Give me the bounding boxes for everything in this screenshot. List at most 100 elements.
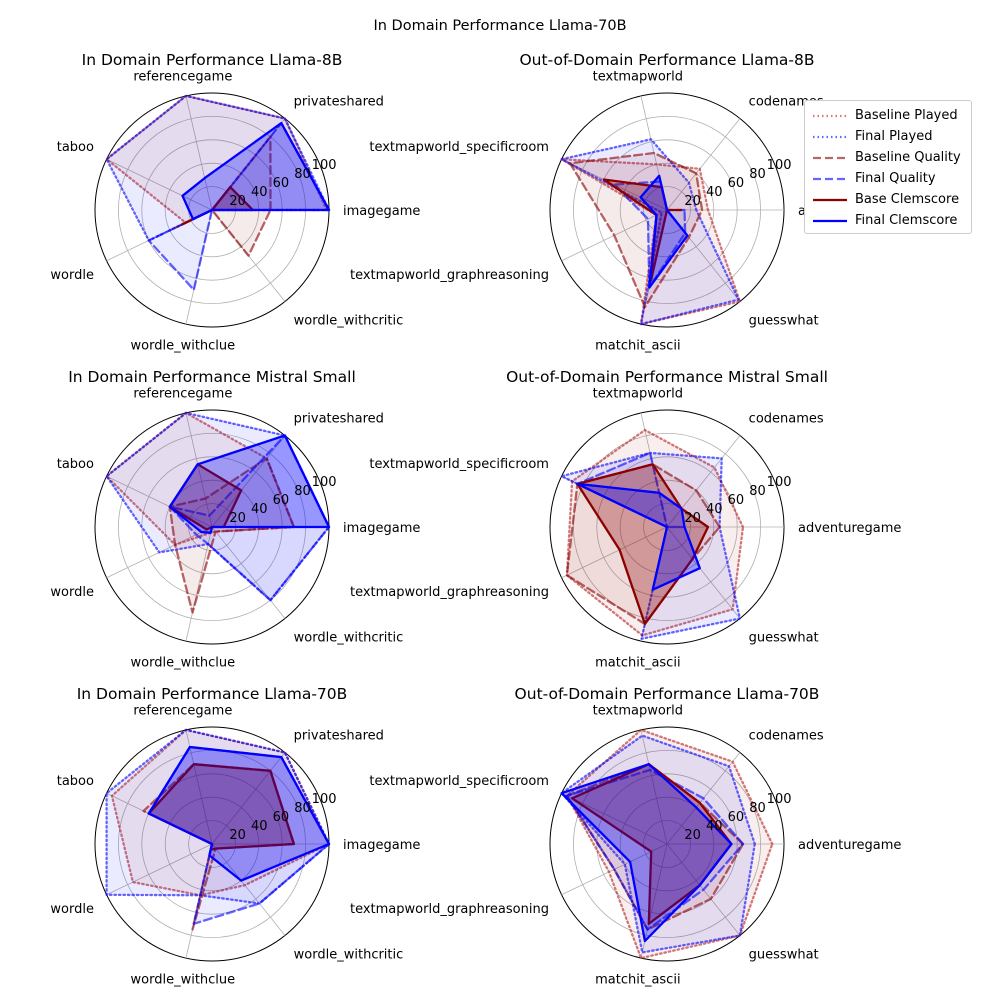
series-area-final-quality (169, 435, 329, 601)
radial-tick-label: 20 (684, 828, 701, 843)
angular-gridline (640, 729, 668, 845)
radial-tick-label: 80 (294, 167, 311, 182)
series-line-final-played (105, 728, 331, 905)
legend-swatch-icon (813, 114, 847, 117)
legend-item: Final Played (805, 126, 971, 147)
category-label: textmapworld_graphreasoning (350, 268, 549, 283)
angular-gridline (185, 526, 213, 642)
category-label: taboo (57, 774, 94, 789)
legend-item: Base Clemscore (805, 189, 971, 210)
category-label: wordle_withclue (131, 656, 236, 671)
angular-gridline (185, 412, 213, 528)
angular-gridline (185, 95, 213, 211)
radial-tick-label: 60 (273, 176, 290, 191)
category-label: privateshared (294, 412, 384, 427)
series-area-base-clemscore (603, 179, 681, 281)
radial-tick-label: 80 (749, 167, 766, 182)
category-label: privateshared (294, 95, 384, 110)
category-label: wordle (50, 902, 94, 917)
category-label: imagegame (343, 521, 420, 536)
category-label: wordle_withclue (131, 339, 236, 354)
category-label: wordle_withcritic (294, 630, 404, 645)
category-label: textmapworld_graphreasoning (350, 585, 549, 600)
category-label: matchit_ascii (595, 339, 680, 354)
radial-tick-label: 100 (312, 792, 337, 807)
category-label: textmapworld_graphreasoning (350, 902, 549, 917)
series-area-baseline-played (106, 412, 294, 545)
category-label: textmapworld (593, 703, 683, 718)
series-area-baseline-played (561, 159, 740, 325)
category-label: guesswhat (749, 313, 819, 328)
series-area-baseline-played (111, 729, 330, 896)
series-line-base-clemscore (570, 763, 733, 925)
radial-tick-label: 100 (767, 475, 792, 490)
series-area-baseline-quality (143, 764, 294, 930)
angular-gridline (106, 475, 213, 528)
legend-item: Baseline Played (805, 105, 971, 126)
category-label: privateshared (294, 729, 384, 744)
category-label: guesswhat (749, 947, 819, 962)
series-line-final-clemscore (168, 434, 331, 534)
series-line-base-clemscore (576, 463, 710, 626)
radial-tick-label: 100 (312, 158, 337, 173)
angular-gridline (185, 729, 213, 845)
angular-gridline (666, 118, 741, 211)
radial-tick-label: 80 (294, 484, 311, 499)
category-label: taboo (57, 457, 94, 472)
angular-gridline (561, 526, 668, 579)
category-label: guesswhat (749, 630, 819, 645)
series-area-baseline-played (566, 430, 743, 636)
radial-tick-label: 40 (251, 819, 268, 834)
category-label: taboo (57, 140, 94, 155)
series-line-baseline-played (560, 158, 742, 326)
legend-label: Final Played (855, 129, 933, 144)
series-line-final-played (105, 94, 331, 242)
radial-tick-label: 40 (251, 185, 268, 200)
category-label: adventuregame (798, 521, 901, 536)
chart-title: Out-of-Domain Performance Llama-8B (519, 51, 814, 69)
category-label: referencegame (133, 69, 232, 84)
legend-swatch-icon (813, 219, 847, 222)
legend-label: Final Quality (855, 171, 936, 186)
radial-tick-label: 100 (312, 475, 337, 490)
category-label: wordle (50, 268, 94, 283)
radial-tick-label: 100 (767, 792, 792, 807)
series-area-baseline-played (566, 729, 773, 959)
series-area-base-clemscore (148, 764, 294, 850)
legend-label: Baseline Played (855, 108, 958, 123)
series-line-baseline-quality (568, 151, 704, 309)
legend-label: Final Clemscore (855, 213, 958, 228)
category-label: referencegame (133, 386, 232, 401)
series-area-baseline-quality (566, 764, 743, 930)
series-area-final-clemscore (182, 123, 329, 220)
legend-item: Final Quality (805, 168, 971, 189)
series-area-final-quality (614, 181, 686, 288)
category-label: referencegame (133, 703, 232, 718)
series-line-final-clemscore (639, 174, 689, 289)
angular-gridline (211, 526, 286, 619)
category-label: wordle_withcritic (294, 947, 404, 962)
legend-item: Baseline Quality (805, 147, 971, 168)
category-label: textmapworld_specificroom (369, 457, 549, 472)
series-area-final-clemscore (561, 764, 732, 941)
angular-gridline (106, 843, 213, 896)
radial-tick-label: 40 (706, 819, 723, 834)
category-label: imagegame (343, 838, 420, 853)
angular-gridline (211, 435, 286, 528)
category-label: textmapworld (593, 69, 683, 84)
figure-suptitle: In Domain Performance Llama-70B (373, 18, 627, 34)
series-area-final-quality (148, 747, 329, 924)
series-area-final-clemscore (148, 747, 329, 881)
legend-swatch-icon (813, 156, 847, 159)
chart-title: Out-of-Domain Performance Mistral Small (506, 368, 828, 386)
category-label: imagegame (343, 204, 420, 219)
radial-tick-label: 40 (706, 185, 723, 200)
series-area-baseline-quality (175, 136, 271, 256)
category-label: wordle (50, 585, 94, 600)
series-line-final-quality (613, 180, 687, 289)
